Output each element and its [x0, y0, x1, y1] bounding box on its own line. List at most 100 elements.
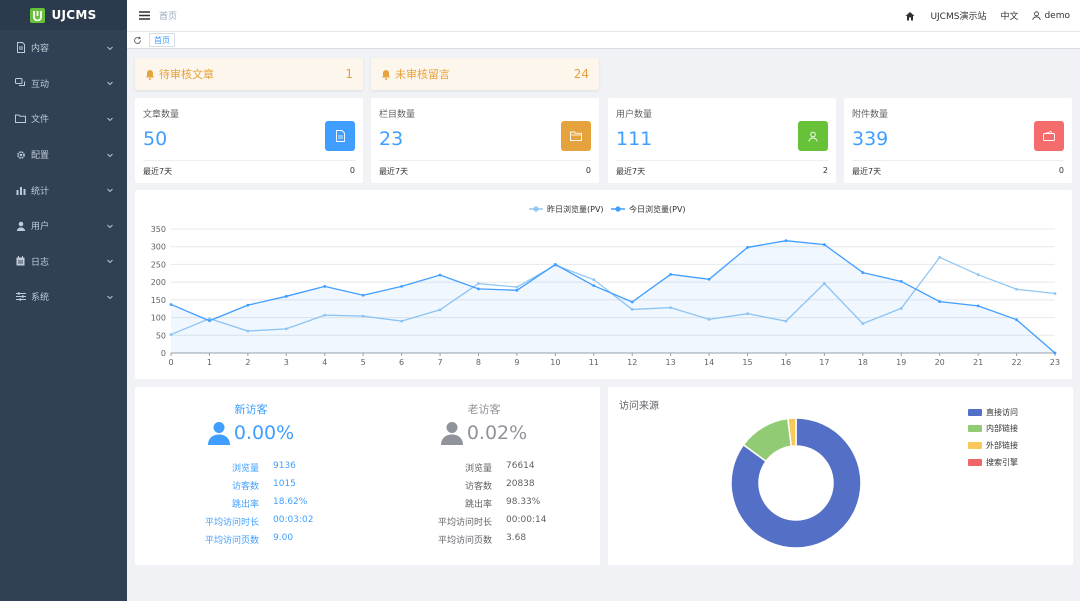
stat-foot-label: 最近7天 — [143, 167, 173, 176]
x-tick-label: 12 — [627, 358, 637, 367]
person-icon — [207, 422, 230, 445]
tags-bar: 首页 — [127, 31, 1080, 49]
data-point — [246, 303, 250, 307]
user-icon — [798, 121, 828, 151]
x-tick-label: 14 — [704, 358, 714, 367]
user-menu[interactable]: demo — [1032, 11, 1070, 21]
x-tick-label: 20 — [935, 358, 945, 367]
sidebar-item-config[interactable]: 配置 — [0, 137, 127, 173]
sidebar-item-interaction[interactable]: 互动 — [0, 66, 127, 102]
header-actions: UJCMS演示站 中文 demo — [905, 9, 1070, 22]
x-tick-label: 17 — [819, 358, 829, 367]
sidebar-item-users[interactable]: 用户 — [0, 208, 127, 244]
traffic-source-card: 访问来源 直接访问 内部链接 外部链接 搜索引擎 — [608, 387, 1073, 565]
legend-label: 外部链接 — [986, 441, 1018, 450]
y-tick-label: 300 — [151, 243, 166, 252]
sidebar-item-statistics[interactable]: 统计 — [0, 172, 127, 208]
hamburger-icon[interactable] — [137, 9, 151, 23]
tab-home[interactable]: 首页 — [149, 33, 175, 47]
data-point — [1015, 318, 1018, 322]
data-point — [246, 329, 250, 333]
home-icon[interactable] — [905, 10, 916, 21]
language-selector[interactable]: 中文 — [1000, 12, 1019, 22]
logo[interactable]: UJCMS — [0, 0, 127, 30]
legend-item[interactable]: 搜索引擎 — [968, 457, 1018, 468]
breadcrumb: 首页 — [159, 12, 178, 22]
x-tick-label: 9 — [514, 358, 519, 367]
stat-card-articles: 文章数量 50 最近7天 0 — [135, 98, 363, 183]
chevron-down-icon — [106, 151, 114, 159]
folder-icon — [561, 121, 591, 151]
metric-row: 平均访问页数 9.00 — [135, 533, 367, 547]
metric-value: 00:03:02 — [273, 515, 314, 525]
sidebar-item-system[interactable]: 系统 — [0, 279, 127, 315]
chevron-down-icon — [106, 257, 114, 265]
user-icon — [15, 220, 26, 231]
stat-title: 文章数量 — [143, 110, 180, 120]
x-tick-label: 21 — [973, 358, 983, 367]
metric-value: 9136 — [273, 461, 296, 471]
metric-row: 访客数 20838 — [368, 479, 600, 493]
series-area — [171, 240, 1055, 353]
sidebar-item-files[interactable]: 文件 — [0, 101, 127, 137]
sidebar-menu: 内容 互动 文件 配置 统计 用户 日志 — [0, 30, 127, 315]
user-icon — [1032, 11, 1042, 20]
gear-icon — [15, 149, 26, 160]
refresh-icon[interactable] — [133, 35, 143, 45]
y-tick-label: 50 — [156, 331, 166, 340]
pending-comments-alert[interactable]: 未审核留言 24 — [371, 58, 599, 90]
sidebar-item-logs[interactable]: 日志 — [0, 244, 127, 280]
legend-marker — [615, 206, 621, 212]
sidebar-item-content[interactable]: 内容 — [0, 30, 127, 66]
site-link[interactable]: UJCMS演示站 — [930, 12, 987, 22]
donut-slice[interactable] — [787, 417, 797, 448]
data-point — [899, 306, 903, 310]
legend-label: 搜索引擎 — [986, 458, 1018, 467]
data-point — [361, 314, 365, 318]
data-point — [746, 246, 749, 249]
legend-item[interactable]: 外部链接 — [968, 440, 1018, 451]
visitor-percent-row: 0.02% — [368, 421, 600, 445]
x-tick-label: 16 — [781, 358, 791, 367]
alert-label: 待审核文章 — [159, 68, 214, 81]
data-point — [669, 306, 673, 310]
stat-foot-label: 最近7天 — [852, 167, 882, 176]
alert-count: 1 — [345, 67, 353, 81]
x-tick-label: 6 — [399, 358, 404, 367]
data-point — [899, 280, 903, 283]
donut-slice[interactable] — [730, 417, 862, 549]
visitor-title: 新访客 — [234, 403, 268, 416]
divider — [379, 160, 591, 161]
metric-value: 9.00 — [273, 533, 294, 543]
y-tick-label: 200 — [151, 278, 166, 287]
metric-row: 浏览量 76614 — [368, 461, 600, 475]
metric-value: 18.62% — [273, 497, 308, 507]
legend-item[interactable]: 内部链接 — [968, 423, 1018, 434]
data-point — [400, 284, 404, 288]
metric-label: 浏览量 — [464, 464, 492, 474]
metric-label: 平均访问页数 — [437, 536, 492, 546]
y-tick-label: 150 — [151, 296, 166, 305]
logo-icon — [30, 7, 46, 23]
legend-swatch — [968, 425, 982, 432]
metric-label: 平均访问时长 — [204, 518, 259, 528]
chevron-down-icon — [106, 115, 114, 123]
pending-articles-alert[interactable]: 待审核文章 1 — [135, 58, 363, 90]
metric-value: 00:00:14 — [506, 515, 547, 525]
metric-row: 平均访问时长 00:00:14 — [368, 515, 600, 529]
data-point — [592, 278, 596, 282]
returning-visitor-panel: 老访客 0.02% 浏览量 76614 访客数 20838 跳出率 98.33% 平均… — [368, 387, 600, 565]
legend-item[interactable]: 直接访问 — [968, 407, 1018, 418]
stat-foot-value: 0 — [585, 166, 591, 175]
stat-card-channels: 栏目数量 23 最近7天 0 — [371, 98, 599, 183]
sidebar-item-label: 配置 — [31, 151, 50, 162]
data-point — [323, 284, 327, 288]
metric-label: 访客数 — [464, 482, 492, 492]
data-point — [361, 293, 365, 297]
data-point — [784, 239, 788, 243]
data-point — [553, 263, 557, 266]
dashboard-content: 待审核文章 1 未审核留言 24 文章数量 50 最近7天 0 栏目数量 23 … — [127, 49, 1080, 601]
data-point — [1053, 292, 1057, 295]
data-point — [861, 271, 865, 274]
